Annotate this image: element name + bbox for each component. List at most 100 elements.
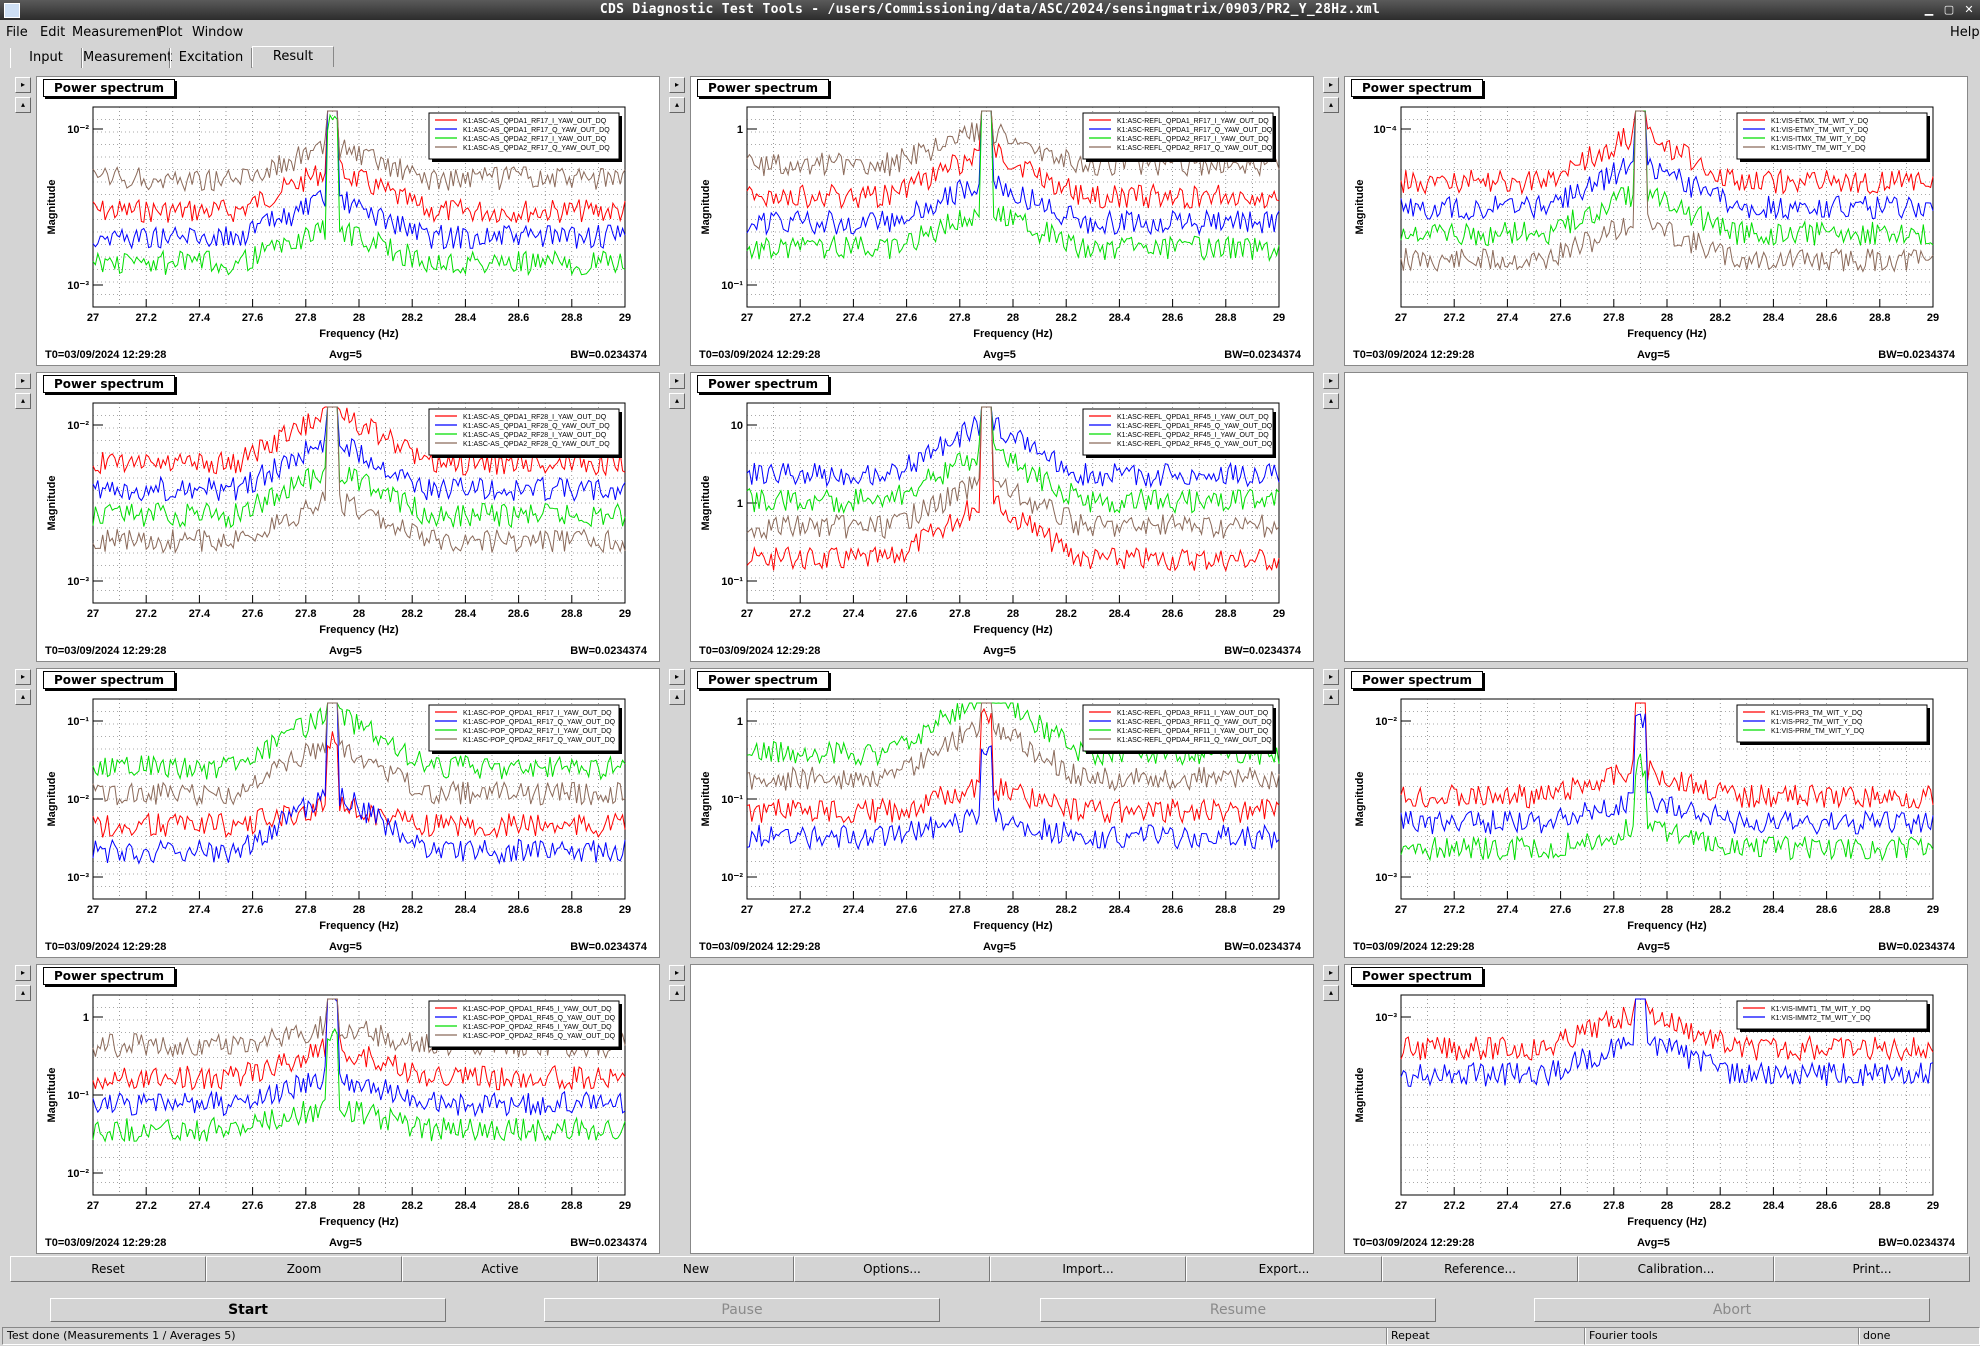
trace-line xyxy=(92,110,626,250)
expand-right-icon[interactable]: ▸ xyxy=(1323,77,1339,93)
expand-right-icon[interactable]: ▸ xyxy=(669,965,685,981)
plot-panel-p23[interactable]: ▸ ▴ xyxy=(1323,372,1968,662)
new-button[interactable]: New xyxy=(598,1256,794,1282)
plot-panel-p42[interactable]: ▸ ▴ xyxy=(669,964,1314,1254)
scroll-up-icon[interactable]: ▴ xyxy=(15,97,31,113)
x-tick-label: 28.6 xyxy=(508,904,529,916)
expand-right-icon[interactable]: ▸ xyxy=(1323,373,1339,389)
panel-side-controls: ▸ ▴ xyxy=(669,77,685,117)
expand-right-icon[interactable]: ▸ xyxy=(15,669,31,685)
plot-panel-p11[interactable]: ▸ ▴ Power spectrum 27 27.2 27.4 27.6 27.8 28 28.2… xyxy=(15,76,660,366)
scroll-up-icon[interactable]: ▴ xyxy=(1323,393,1339,409)
trace-line xyxy=(92,1027,626,1143)
tab-result[interactable]: Result xyxy=(252,46,334,67)
x-axis-label: Frequency (Hz) xyxy=(1627,1216,1707,1228)
scroll-up-icon[interactable]: ▴ xyxy=(1323,689,1339,705)
reference-button[interactable]: Reference... xyxy=(1382,1256,1578,1282)
plot-panel-p21[interactable]: ▸ ▴ Power spectrum 27 27.2 27.4 27.6 27.8 28 28.2… xyxy=(15,372,660,662)
x-tick-label: 28.6 xyxy=(1816,1200,1837,1212)
scroll-up-icon[interactable]: ▴ xyxy=(669,97,685,113)
minimize-icon[interactable]: ▁ xyxy=(1924,3,1934,16)
plot-panel-p13[interactable]: ▸ ▴ Power spectrum 27 27.2 27.4 27.6 27.8 28 28.2… xyxy=(1323,76,1968,366)
plot-panel-p32[interactable]: ▸ ▴ Power spectrum 27 27.2 27.4 27.6 27.8 28 28.2… xyxy=(669,668,1314,958)
y-tick-label: 10⁻² xyxy=(1375,716,1397,728)
expand-right-icon[interactable]: ▸ xyxy=(669,77,685,93)
menu-file[interactable]: File xyxy=(6,25,28,40)
y-axis-label: Magnitude xyxy=(1354,180,1366,235)
scroll-up-icon[interactable]: ▴ xyxy=(1323,97,1339,113)
export-button[interactable]: Export... xyxy=(1186,1256,1382,1282)
title-bar: CDS Diagnostic Test Tools - /users/Commi… xyxy=(0,0,1980,20)
start-button[interactable]: Start xyxy=(50,1298,446,1322)
expand-right-icon[interactable]: ▸ xyxy=(15,965,31,981)
trace-line xyxy=(92,406,626,502)
close-icon[interactable]: ✕ xyxy=(1964,3,1974,16)
panel-side-controls: ▸ ▴ xyxy=(1323,965,1339,1005)
scroll-up-icon[interactable]: ▴ xyxy=(15,393,31,409)
tab-input[interactable]: Input xyxy=(10,48,82,68)
expand-right-icon[interactable]: ▸ xyxy=(15,373,31,389)
expand-right-icon[interactable]: ▸ xyxy=(669,373,685,389)
active-button[interactable]: Active xyxy=(402,1256,598,1282)
import-button[interactable]: Import... xyxy=(990,1256,1186,1282)
x-tick-label: 28.6 xyxy=(508,1200,529,1212)
plot-panel-p22[interactable]: ▸ ▴ Power spectrum 27 27.2 27.4 27.6 27.8 28 28.2… xyxy=(669,372,1314,662)
zoom-button[interactable]: Zoom xyxy=(206,1256,402,1282)
expand-right-icon[interactable]: ▸ xyxy=(1323,669,1339,685)
avg-label: Avg=5 xyxy=(329,941,362,953)
y-axis-label: Magnitude xyxy=(700,476,712,531)
calibration-button[interactable]: Calibration... xyxy=(1578,1256,1774,1282)
maximize-icon[interactable]: ▢ xyxy=(1943,3,1955,16)
plot-legend: K1:VIS-PR3_TM_WIT_Y_DQ K1:VIS-PR2_TM_WIT_… xyxy=(1736,704,1930,745)
avg-label: Avg=5 xyxy=(329,645,362,657)
bw-label: BW=0.0234374 xyxy=(1224,645,1301,657)
x-tick-label: 28.4 xyxy=(455,608,477,620)
y-tick-label: 10 xyxy=(731,420,743,432)
legend-entry: K1:VIS-ITMX_TM_WIT_Y_DQ xyxy=(1771,136,1866,143)
panel-title: Power spectrum xyxy=(1351,79,1484,97)
x-tick-label: 27.4 xyxy=(189,904,211,916)
plot-panel-p31[interactable]: ▸ ▴ Power spectrum 27 27.2 27.4 27.6 27.8 28 28.2… xyxy=(15,668,660,958)
trace-line xyxy=(92,702,626,807)
x-tick-label: 27.6 xyxy=(242,1200,263,1212)
options-button[interactable]: Options... xyxy=(794,1256,990,1282)
scroll-up-icon[interactable]: ▴ xyxy=(669,393,685,409)
scroll-up-icon[interactable]: ▴ xyxy=(15,985,31,1001)
plot-panel-p12[interactable]: ▸ ▴ Power spectrum 27 27.2 27.4 27.6 27.8 28 28.2… xyxy=(669,76,1314,366)
legend-entry: K1:ASC-POP_QPDA2_RF17_I_YAW_OUT_DQ xyxy=(463,728,612,735)
expand-right-icon[interactable]: ▸ xyxy=(15,77,31,93)
legend-entry: K1:ASC-REFL_QPDA3_RF11_I_YAW_OUT_DQ xyxy=(1117,710,1269,717)
abort-button[interactable]: Abort xyxy=(1534,1298,1930,1322)
bw-label: BW=0.0234374 xyxy=(1224,349,1301,361)
scroll-up-icon[interactable]: ▴ xyxy=(669,985,685,1001)
menu-measurement[interactable]: Measurement xyxy=(72,25,162,40)
trace-line xyxy=(746,745,1280,851)
reset-button[interactable]: Reset xyxy=(10,1256,206,1282)
x-tick-label: 28.2 xyxy=(401,1200,422,1212)
tab-excitation[interactable]: Excitation xyxy=(170,48,252,68)
expand-right-icon[interactable]: ▸ xyxy=(1323,965,1339,981)
measurement-controls: Start Pause Resume Abort xyxy=(0,1298,1980,1326)
tab-measurement[interactable]: Measurement xyxy=(82,48,172,68)
y-tick-label: 1 xyxy=(737,498,743,510)
menu-plot[interactable]: Plot xyxy=(158,25,183,40)
plot-svg: 27 27.2 27.4 27.6 27.8 28 28.2 28.4 28.6 28.8 29 10… xyxy=(46,106,631,340)
print-button[interactable]: Print... xyxy=(1774,1256,1970,1282)
plot-panel-p43[interactable]: ▸ ▴ Power spectrum 27 27.2 27.4 27.6 27.8 28 28.2… xyxy=(1323,964,1968,1254)
scroll-up-icon[interactable]: ▴ xyxy=(1323,985,1339,1001)
plot-panel-p41[interactable]: ▸ ▴ Power spectrum 27 27.2 27.4 27.6 27.8 28 28.2… xyxy=(15,964,660,1254)
menu-window[interactable]: Window xyxy=(192,25,244,40)
pause-button[interactable]: Pause xyxy=(544,1298,940,1322)
trace-line xyxy=(1400,998,1934,1062)
plot-panel-p33[interactable]: ▸ ▴ Power spectrum 27 27.2 27.4 27.6 27.8 28 28.2… xyxy=(1323,668,1968,958)
scroll-up-icon[interactable]: ▴ xyxy=(669,689,685,705)
menu-help[interactable]: Help xyxy=(1950,25,1980,40)
menu-edit[interactable]: Edit xyxy=(40,25,66,40)
trace-line xyxy=(92,702,626,781)
resume-button[interactable]: Resume xyxy=(1040,1298,1436,1322)
panel-side-controls: ▸ ▴ xyxy=(669,669,685,709)
scroll-up-icon[interactable]: ▴ xyxy=(15,689,31,705)
x-tick-label: 28.2 xyxy=(1709,312,1730,324)
expand-right-icon[interactable]: ▸ xyxy=(669,669,685,685)
legend-entry: K1:VIS-ETMY_TM_WIT_Y_DQ xyxy=(1771,127,1869,134)
